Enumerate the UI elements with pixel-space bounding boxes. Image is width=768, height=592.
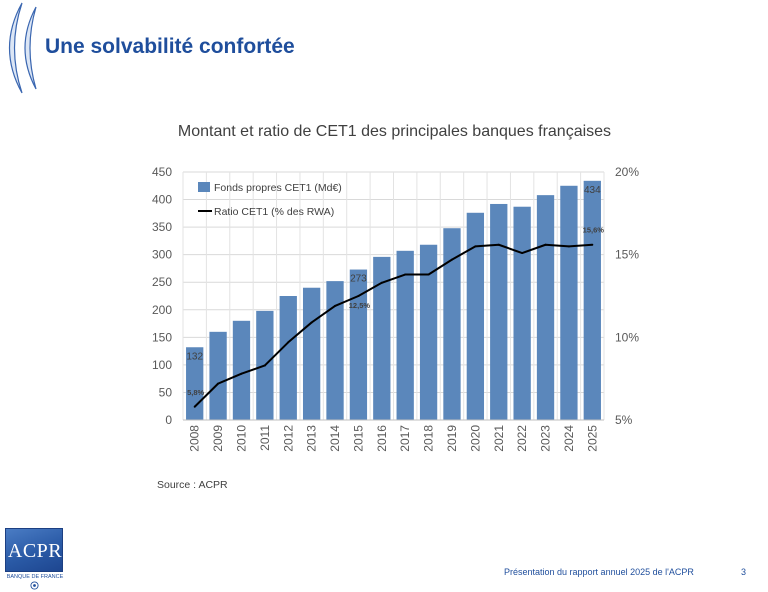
y-tick-label: 0: [165, 413, 172, 427]
bracket-decoration-icon: [8, 2, 37, 94]
legend-label-bars: Fonds propres CET1 (Md€): [214, 182, 342, 194]
legend-label-line: Ratio CET1 (% des RWA): [214, 206, 334, 218]
ratio-point-2015: [357, 295, 360, 297]
ratio-point-2022: [521, 252, 524, 255]
y2-tick-label: 5%: [615, 413, 633, 427]
ratio-point-2010: [240, 372, 243, 375]
x-tick-label-2014: 2014: [328, 425, 342, 452]
bar-data-label: 273: [350, 274, 367, 285]
slide-title: Une solvabilité confortée: [45, 35, 295, 58]
bar-2012: [279, 296, 297, 420]
y-tick-label: 200: [152, 303, 172, 317]
x-tick-label-2017: 2017: [398, 425, 412, 452]
y-tick-label: 400: [152, 193, 172, 207]
bar-2023: [536, 195, 555, 420]
line-data-label: 12,5%: [349, 301, 371, 310]
bar-2013: [302, 287, 321, 420]
axes: 0 50 100 150 200 250 300 350 400 450 5% 10% 15% 20% 20…: [152, 165, 639, 452]
x-tick-label-2019: 2019: [445, 425, 459, 452]
bar-2021: [490, 203, 508, 420]
ratio-point-2021: [497, 243, 500, 246]
ratio-line: [193, 243, 593, 408]
ratio-point-2008: [193, 405, 196, 408]
line-data-label: 5,8%: [187, 388, 204, 397]
x-tick-label-2021: 2021: [492, 425, 506, 452]
bar-2018: [419, 244, 438, 420]
y2-tick-label: 10%: [615, 330, 639, 344]
banque-de-france-emblem-icon: [30, 581, 39, 590]
cet1-chart: Montant et ratio de CET1 des principales…: [152, 123, 639, 452]
source-note: Source : ACPR: [157, 479, 228, 491]
x-tick-label-2013: 2013: [305, 425, 319, 452]
ratio-point-2025: [591, 243, 594, 246]
logo-name: ACPR: [7, 540, 63, 562]
bar-2020: [466, 212, 485, 420]
ratio-point-2019: [450, 258, 453, 261]
y-tick-label: 350: [152, 220, 172, 234]
x-tick-label-2025: 2025: [585, 425, 599, 452]
x-tick-label-2012: 2012: [281, 425, 295, 452]
logo-subtitle: BANQUE DE FRANCE: [6, 574, 64, 580]
bar-2017: [396, 250, 414, 420]
bar-2019: [443, 228, 461, 420]
x-tick-label-2016: 2016: [375, 425, 389, 452]
ratio-point-2024: [567, 245, 570, 248]
acpr-logo-icon: ACPR BANQUE DE FRANCE: [5, 528, 65, 590]
ratio-point-2014: [334, 304, 337, 307]
bar-2025: [583, 180, 601, 420]
legend-swatch-bars: [198, 182, 210, 192]
y-tick-label: 50: [159, 385, 173, 399]
y2-tick-label: 20%: [615, 165, 639, 179]
ratio-point-2016: [380, 281, 383, 284]
bar-data-label: 132: [186, 351, 203, 362]
line-series: [193, 243, 594, 408]
ratio-point-2013: [310, 321, 313, 324]
y-tick-label: 250: [152, 275, 172, 289]
chart-title: Montant et ratio de CET1 des principales…: [178, 123, 611, 140]
footer-text: Présentation du rapport annuel 2025 de l…: [504, 567, 694, 577]
bar-series: [186, 180, 601, 420]
gridlines: [182, 171, 605, 421]
ratio-point-2023: [544, 243, 547, 246]
bar-2014: [326, 281, 344, 420]
x-tick-label-2024: 2024: [562, 425, 576, 452]
y-tick-label: 100: [152, 358, 172, 372]
x-tick-label-2020: 2020: [468, 425, 482, 452]
page-number: 3: [741, 567, 747, 577]
bar-2016: [373, 256, 391, 420]
x-tick-label-2022: 2022: [515, 425, 529, 452]
logo-box: ACPR: [5, 528, 63, 572]
ratio-point-2020: [474, 245, 477, 248]
y-tick-label: 150: [152, 330, 172, 344]
data-labels: 132 273 434 5,8% 12,5% 15,6%: [186, 185, 604, 397]
bar-2015: [349, 269, 368, 420]
ratio-point-2012: [287, 341, 290, 344]
ratio-point-2018: [427, 273, 430, 276]
x-tick-label-2011: 2011: [258, 425, 272, 451]
line-data-label: 15,6%: [583, 226, 605, 235]
x-tick-label-2018: 2018: [422, 425, 436, 452]
bar-2024: [560, 185, 578, 420]
bar-2010: [232, 320, 251, 420]
legend: Fonds propres CET1 (Md€) Ratio CET1 (% d…: [198, 182, 342, 218]
x-tick-label-2009: 2009: [211, 425, 225, 452]
y-tick-label: 450: [152, 165, 172, 179]
bar-2022: [513, 206, 531, 420]
y2-tick-label: 15%: [615, 248, 639, 262]
x-tick-label-2008: 2008: [188, 425, 202, 452]
x-tick-label-2023: 2023: [539, 425, 553, 452]
x-tick-label-2015: 2015: [351, 425, 365, 452]
bar-2009: [209, 331, 227, 420]
ratio-point-2009: [217, 382, 220, 385]
x-tick-label-2010: 2010: [234, 425, 248, 452]
ratio-point-2011: [263, 364, 266, 367]
ratio-point-2017: [404, 273, 407, 276]
bar-data-label: 434: [584, 185, 601, 196]
y-tick-label: 300: [152, 248, 172, 262]
